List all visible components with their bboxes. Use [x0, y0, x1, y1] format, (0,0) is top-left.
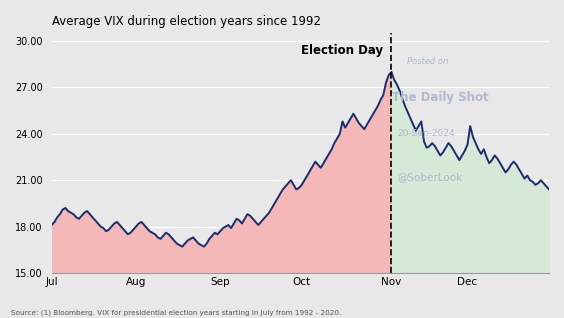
Text: Source: (1) Bloomberg. VIX for presidential election years starting in July from: Source: (1) Bloomberg. VIX for president…: [11, 310, 342, 316]
Text: Posted on: Posted on: [407, 57, 448, 66]
Text: Average VIX during election years since 1992: Average VIX during election years since …: [52, 15, 321, 28]
Text: The Daily Shot: The Daily Shot: [393, 91, 489, 104]
Text: 20-Sep-2024: 20-Sep-2024: [398, 129, 455, 138]
Text: Election Day: Election Day: [301, 44, 384, 57]
Text: @SoberLook: @SoberLook: [398, 172, 462, 182]
